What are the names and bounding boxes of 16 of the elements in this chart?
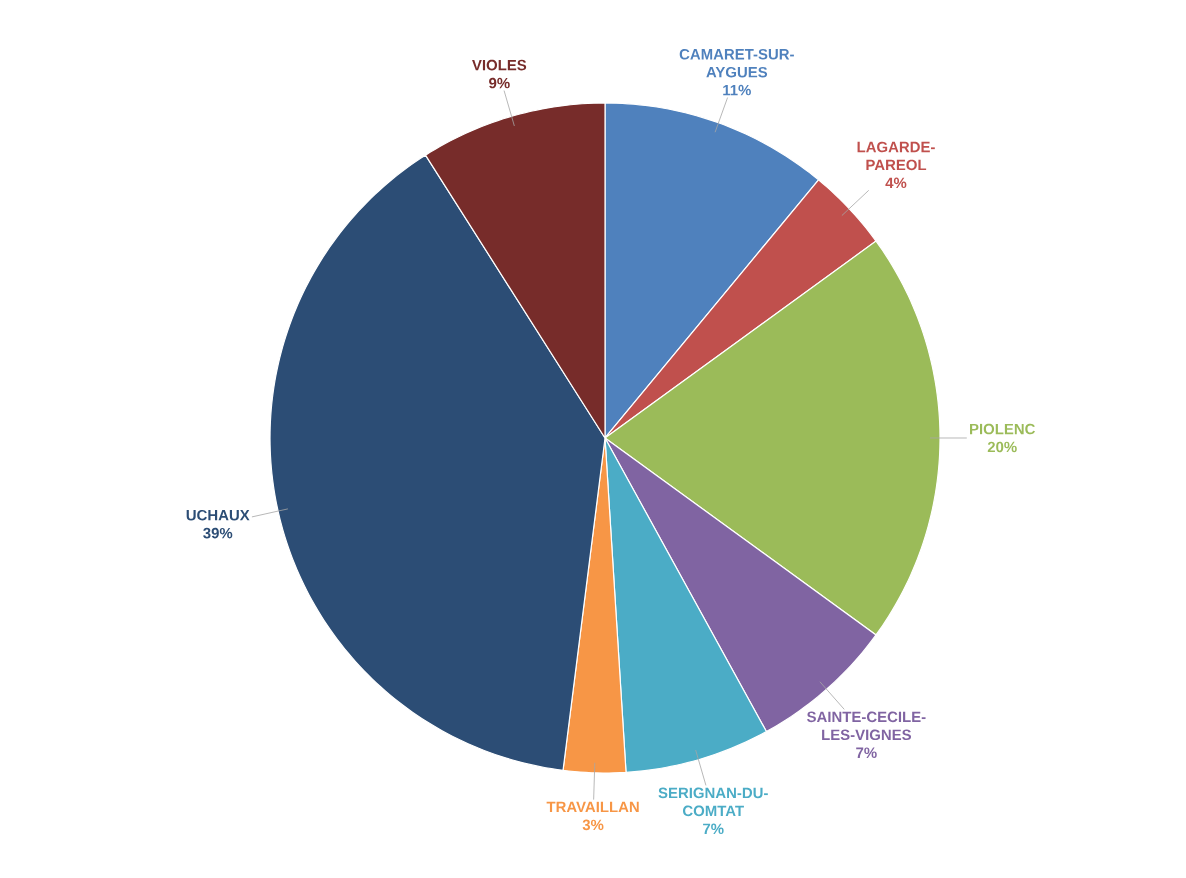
slice-label: SERIGNAN-DU-COMTAT [658, 787, 768, 817]
data-label: 20% [987, 441, 1017, 453]
data-label: 39% [203, 527, 233, 539]
data-label: 3% [582, 819, 604, 831]
data-label: 4% [885, 177, 907, 189]
slice-label: CAMARET-SUR-AYGUES [679, 48, 794, 78]
data-label: 9% [489, 77, 510, 89]
slice-label: VIOLES [472, 59, 527, 71]
slice-label: PIOLENC [970, 423, 1036, 435]
slice-label: UCHAUX [186, 509, 250, 521]
slice-label: TRAVAILLAN [546, 801, 639, 813]
slice-label: LAGARDE-PAREOL [857, 141, 935, 171]
data-label: 11% [723, 84, 751, 96]
slice-label: SAINTE-CECILE-LES-VIGNES [807, 711, 926, 741]
data-label: 7% [856, 747, 877, 758]
data-label: 7% [703, 823, 724, 835]
